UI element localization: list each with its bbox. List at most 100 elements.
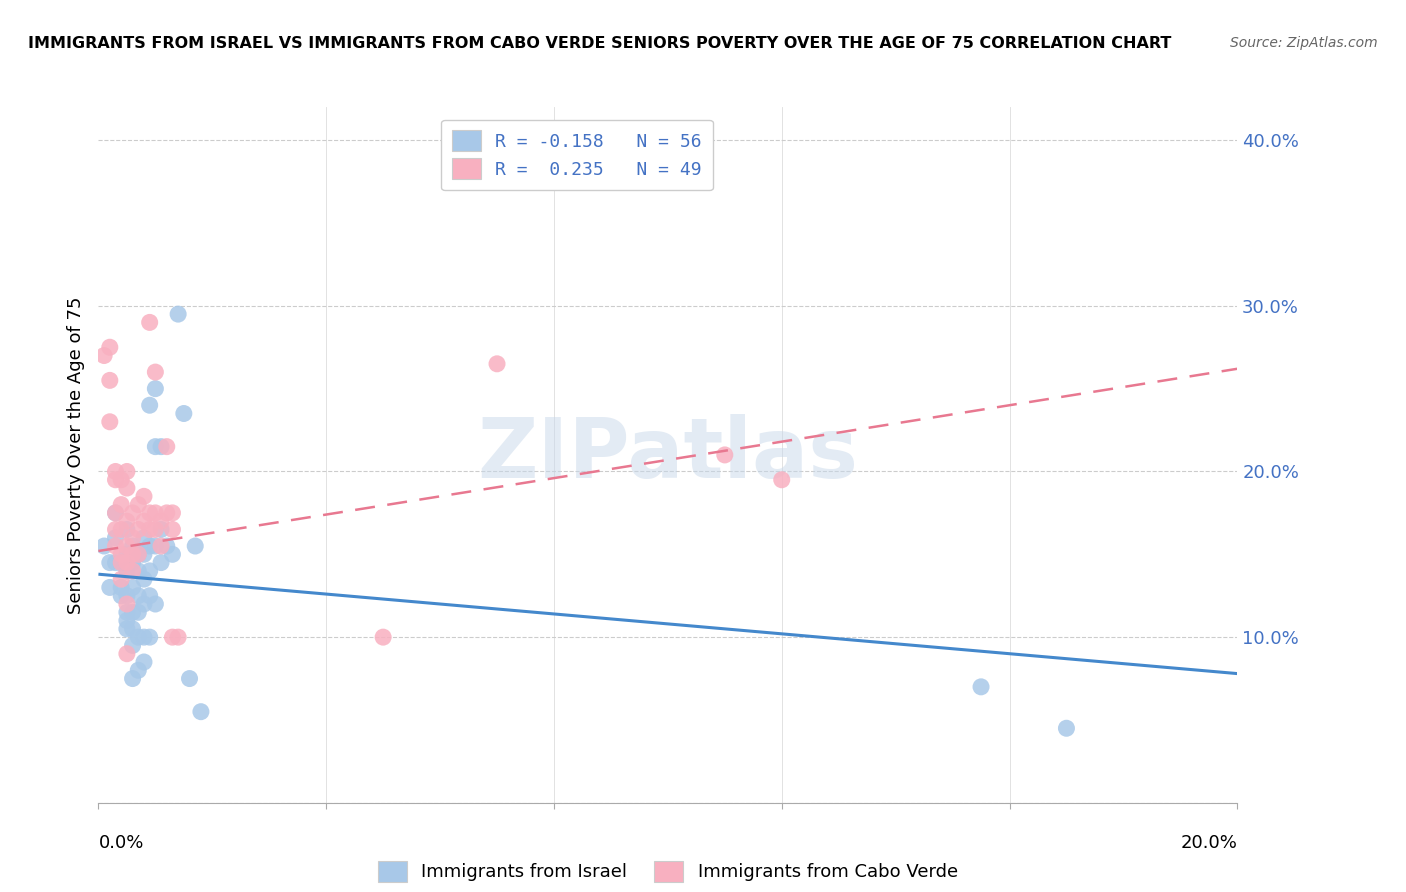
Point <box>179 672 201 686</box>
Text: Source: ZipAtlas.com: Source: ZipAtlas.com <box>1230 36 1378 50</box>
Point <box>150 523 173 537</box>
Point <box>970 680 993 694</box>
Point <box>127 564 149 578</box>
Point <box>145 365 167 379</box>
Point <box>138 315 160 329</box>
Point <box>121 564 143 578</box>
Point <box>127 498 149 512</box>
Point <box>104 465 127 479</box>
Point <box>167 307 190 321</box>
Point <box>145 539 167 553</box>
Point <box>104 473 127 487</box>
Point <box>121 639 143 653</box>
Point <box>145 523 167 537</box>
Point <box>132 531 155 545</box>
Point <box>115 605 138 619</box>
Text: 0.0%: 0.0% <box>98 834 143 852</box>
Point <box>132 514 155 528</box>
Point <box>127 547 149 561</box>
Point <box>138 564 160 578</box>
Text: 20.0%: 20.0% <box>1181 834 1237 852</box>
Point <box>373 630 395 644</box>
Point <box>104 539 127 553</box>
Point <box>110 556 132 570</box>
Point <box>121 531 143 545</box>
Point <box>132 547 155 561</box>
Point <box>104 506 127 520</box>
Point <box>150 556 173 570</box>
Point <box>110 473 132 487</box>
Point <box>121 556 143 570</box>
Point <box>121 622 143 636</box>
Point <box>127 605 149 619</box>
Point <box>115 614 138 628</box>
Point <box>145 506 167 520</box>
Point <box>138 523 160 537</box>
Point <box>115 547 138 561</box>
Point <box>115 647 138 661</box>
Point <box>132 597 155 611</box>
Point <box>132 572 155 586</box>
Point <box>770 473 793 487</box>
Point <box>162 630 184 644</box>
Point <box>110 581 132 595</box>
Point <box>156 539 179 553</box>
Point <box>121 539 143 553</box>
Point <box>127 589 149 603</box>
Point <box>115 622 138 636</box>
Point <box>132 630 155 644</box>
Point <box>110 572 132 586</box>
Point <box>93 539 115 553</box>
Point <box>98 581 121 595</box>
Point <box>145 440 167 454</box>
Point <box>98 340 121 354</box>
Point <box>167 630 190 644</box>
Point <box>115 465 138 479</box>
Point <box>150 514 173 528</box>
Point <box>138 398 160 412</box>
Point <box>93 349 115 363</box>
Point <box>150 539 173 553</box>
Text: ZIPatlas: ZIPatlas <box>478 415 858 495</box>
Point <box>115 539 138 553</box>
Point <box>104 556 127 570</box>
Point <box>110 498 132 512</box>
Point <box>121 506 143 520</box>
Point <box>98 415 121 429</box>
Point <box>115 523 138 537</box>
Point <box>145 382 167 396</box>
Point <box>145 597 167 611</box>
Y-axis label: Seniors Poverty Over the Age of 75: Seniors Poverty Over the Age of 75 <box>66 296 84 614</box>
Point <box>115 514 138 528</box>
Point <box>173 407 195 421</box>
Point <box>162 547 184 561</box>
Point <box>121 672 143 686</box>
Point <box>714 448 737 462</box>
Point <box>115 564 138 578</box>
Point <box>104 506 127 520</box>
Point <box>115 481 138 495</box>
Point <box>138 539 160 553</box>
Legend: Immigrants from Israel, Immigrants from Cabo Verde: Immigrants from Israel, Immigrants from … <box>371 854 965 888</box>
Point <box>115 589 138 603</box>
Point <box>115 556 138 570</box>
Point <box>127 630 149 644</box>
Point <box>104 531 127 545</box>
Point <box>162 506 184 520</box>
Point <box>1056 721 1078 735</box>
Point <box>156 506 179 520</box>
Point <box>162 523 184 537</box>
Point <box>104 523 127 537</box>
Point <box>127 547 149 561</box>
Point <box>138 630 160 644</box>
Point <box>121 605 143 619</box>
Point <box>98 556 121 570</box>
Point <box>138 589 160 603</box>
Point <box>132 489 155 503</box>
Point <box>115 597 138 611</box>
Point <box>184 539 207 553</box>
Point <box>121 581 143 595</box>
Point <box>98 373 121 387</box>
Point <box>127 523 149 537</box>
Point <box>110 547 132 561</box>
